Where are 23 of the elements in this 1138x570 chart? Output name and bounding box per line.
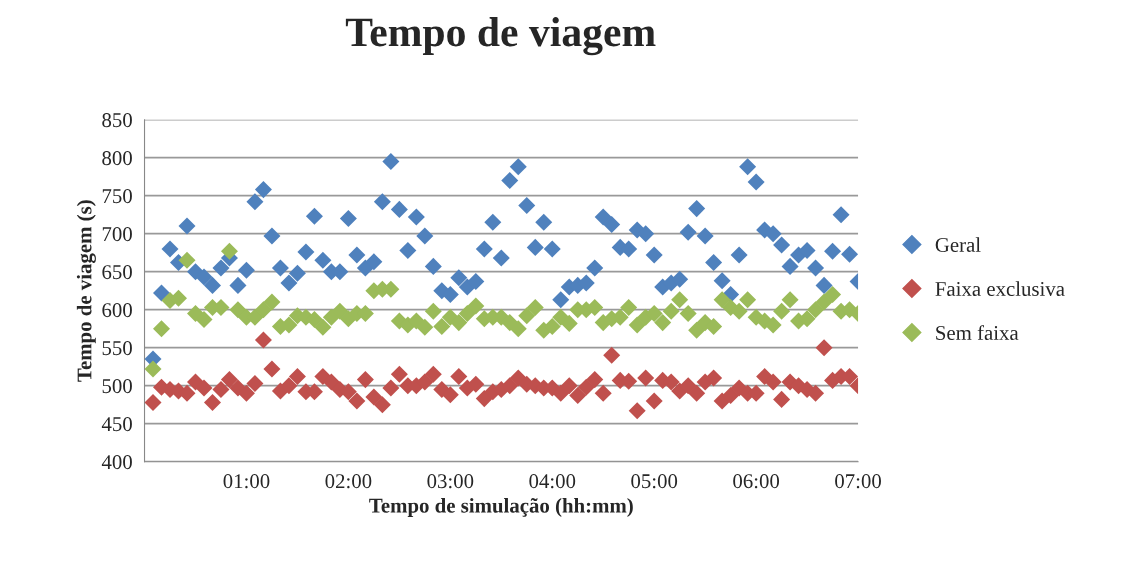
y-tick-label: 800 [102,151,132,166]
x-tick-label: 06:00 [733,474,780,489]
y-tick-label: 650 [102,265,132,280]
legend-label: Sem faixa [936,325,1019,340]
y-tick-label: 700 [102,227,132,242]
y-tick-label: 400 [101,455,132,470]
x-tick-label: 02:00 [325,474,372,489]
y-tick-label: 450 [101,417,132,432]
y-tick-label: 850 [102,113,132,128]
x-tick-label: 05:00 [631,474,678,489]
x-axis-title: Tempo de simulação (hh:mm) [369,497,633,517]
legend-label: Faixa exclusiva [935,281,1065,296]
y-tick-label: 550 [102,341,132,356]
y-tick-label: 500 [102,379,132,394]
x-tick-label: 07:00 [835,474,881,489]
legend-label: Geral [935,237,981,252]
y-tick-label: 750 [102,189,132,204]
y-axis-title: Tempo de viagem (s) [76,200,96,382]
chart-title: Tempo de viagem [345,17,656,56]
y-tick-label: 600 [102,303,132,318]
x-tick-label: 03:00 [427,474,474,489]
x-tick-label: 01:00 [223,474,270,489]
x-tick-label: 04:00 [529,474,576,489]
